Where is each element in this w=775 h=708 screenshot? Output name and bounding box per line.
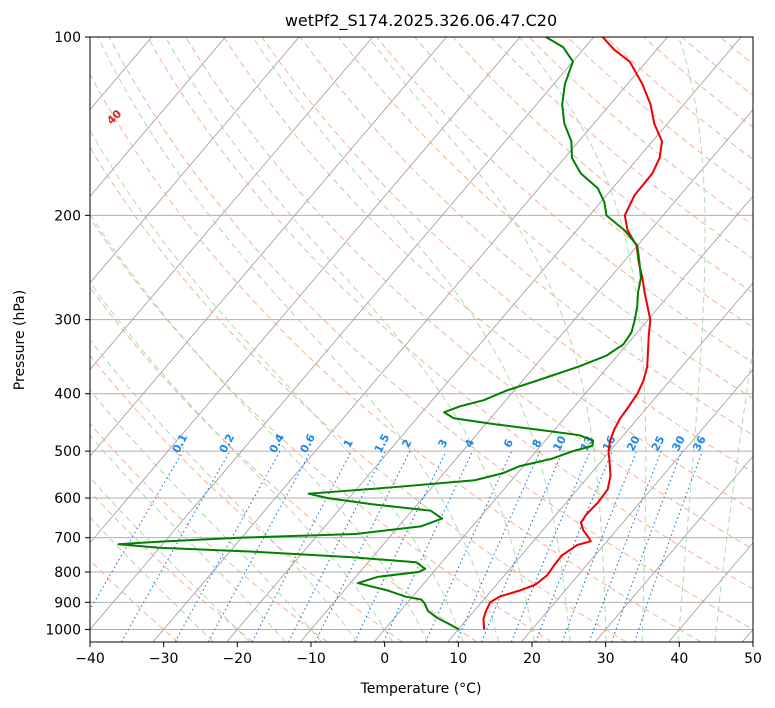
x-axis: −40 −30 −20 −10 0 10 20 30 40 50 [75,642,762,667]
y-axis-title: Pressure (hPa) [12,290,28,390]
dry-adiabat-line [185,37,753,550]
dry-adiabat-line [261,37,753,473]
moist-adiabat-line [90,434,286,642]
x-tick-label: 10 [449,651,467,667]
mixing-ratio-line [561,450,638,642]
isotherm-line [373,195,753,642]
isotherm-line [152,37,668,642]
moist-adiabat-line [519,37,647,642]
moist-adiabat-line [90,339,358,642]
temperature-profile-line [482,37,663,630]
dry-adiabats [90,37,753,642]
x-tick-label: 50 [744,651,762,667]
isotherm-line [521,368,753,642]
moist-adiabat-line [165,37,535,642]
moist-adiabat-line [252,37,571,642]
plot-frame [89,36,754,643]
moist-adiabat-line [714,345,753,642]
y-tick-label: 1000 [45,622,81,638]
x-tick-label: −40 [75,651,105,667]
dry-adiabat-line [452,37,753,294]
y-tick-label: 100 [54,30,81,46]
mixing-ratio-line [354,450,447,642]
mixing-ratio-label: 25 [649,434,668,454]
mixing-ratio-line [90,450,184,611]
dry-adiabat-line [90,490,254,642]
moist-adiabat-line [90,389,322,642]
y-tick-label: 700 [54,531,81,547]
dry-adiabat-line [90,559,179,642]
y-axis: 1000 900 800 700 600 500 400 300 200 100 [45,30,90,638]
isotherm-line [90,37,521,544]
dry-adiabat-label: 30 [73,125,93,145]
moist-adiabat-line [677,37,706,642]
dry-adiabat-line [90,286,478,642]
y-tick-label: 500 [54,444,81,460]
moist-adiabat-line [90,213,429,642]
x-tick-label: 0 [380,651,389,667]
x-tick-label: 20 [523,651,541,667]
y-tick-label: 900 [54,595,81,611]
isotherm-line [90,37,374,371]
pressure-grid [90,37,753,630]
dry-adiabat-line [337,37,753,400]
mixing-ratio-label: 10 [551,433,570,453]
mixing-ratio-line [314,450,411,642]
mixing-ratio-label: 36 [690,433,709,453]
x-axis-title: Temperature (°C) [360,681,482,697]
dry-adiabat-line [90,73,702,642]
profile-series [117,37,663,631]
x-tick-label: 30 [597,651,615,667]
y-tick-label: 400 [54,387,81,403]
x-tick-label: −10 [296,651,326,667]
dry-adiabat-line [147,37,753,590]
y-tick-label: 200 [54,208,81,224]
isotherm-line [90,37,447,457]
dry-adiabat-line [299,37,753,436]
moist-adiabat-line [97,37,500,642]
y-tick-label: 300 [54,313,81,329]
isotherm-line [594,455,753,642]
x-tick-label: −30 [149,651,179,667]
isotherm-line [90,37,226,197]
moist-adiabat-line [90,281,393,642]
moist-adiabat-line [90,129,464,642]
isotherm-line [226,37,742,642]
y-tick-label: 800 [54,565,81,581]
mixing-ratio-line [588,450,662,642]
y-tick-label: 600 [54,491,81,507]
mixing-ratio-line [207,450,312,642]
plot-background [90,37,753,642]
isotherm-line [90,37,300,284]
mixing-ratio-line [535,450,613,642]
dry-adiabat-line [108,37,753,631]
chart-title: wetPf2_S174.2025.326.06.47.C20 [285,11,557,31]
dry-adiabat-line [90,354,403,642]
isotherm-line [447,282,753,642]
dry-adiabat-line [223,37,753,511]
mixing-ratio-label: 20 [624,433,643,453]
mixing-ratio-label: 30 [669,433,688,453]
x-tick-label: 40 [670,651,688,667]
dry-adiabat-line [90,217,552,642]
x-tick-label: −20 [223,651,253,667]
dewpoint-profile-line [117,37,642,631]
